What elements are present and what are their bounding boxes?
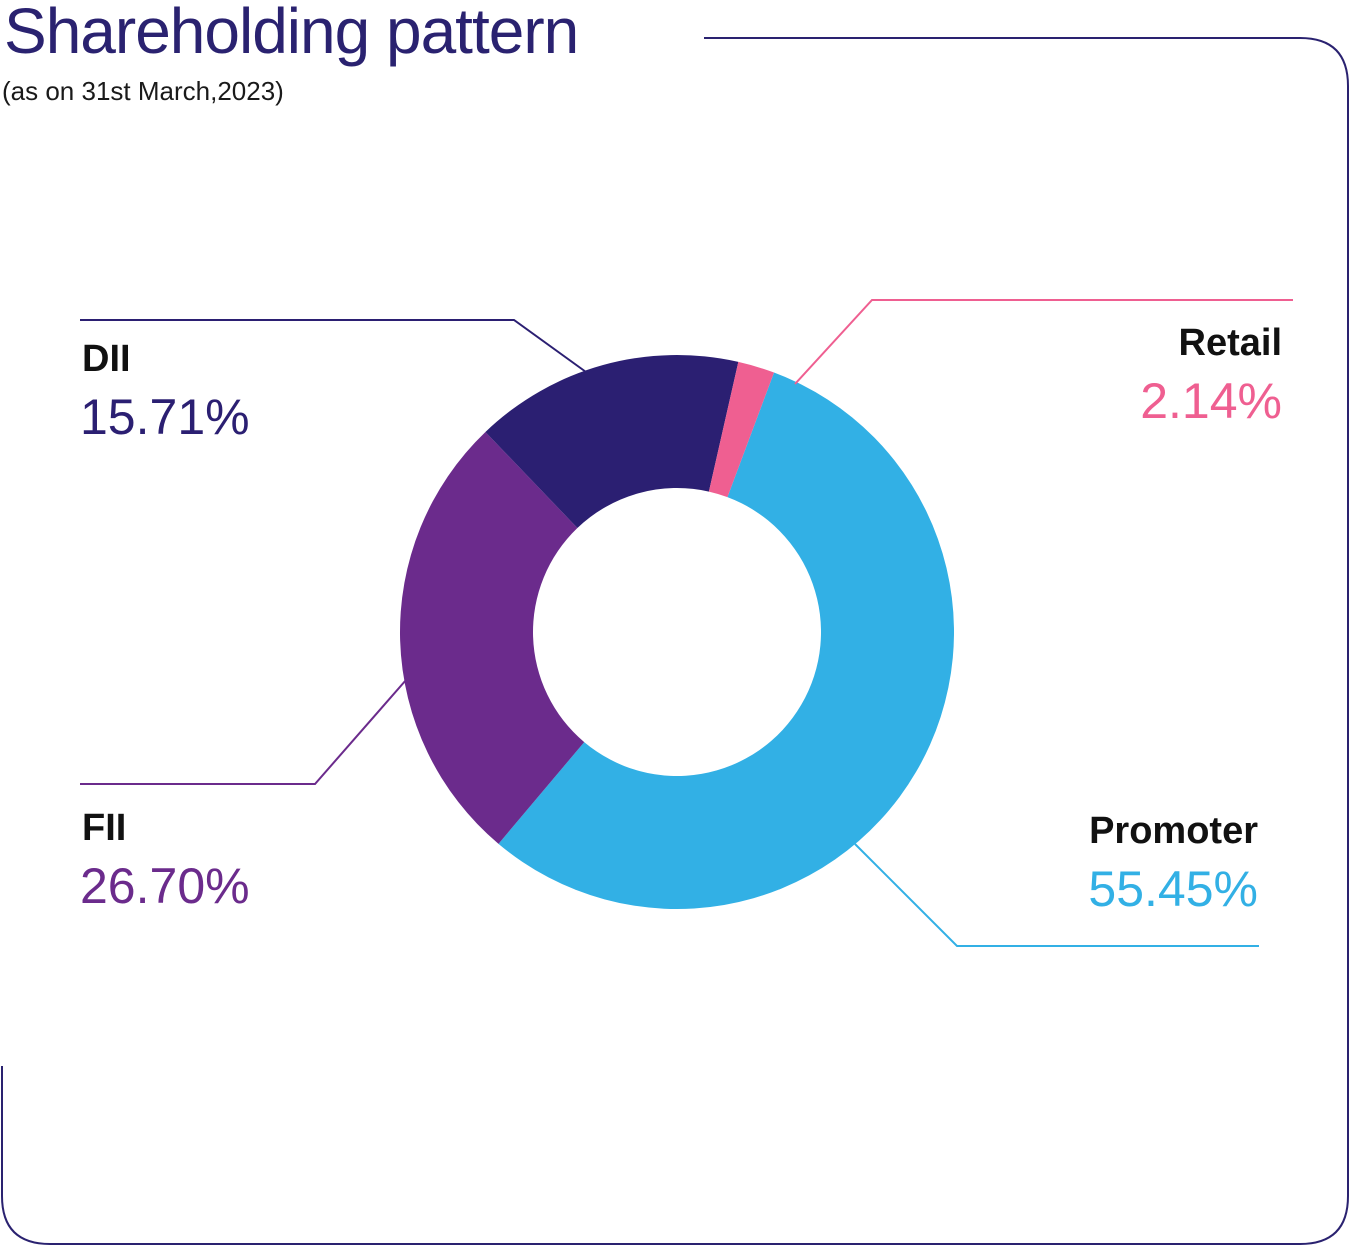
slice-promoter xyxy=(498,372,954,909)
slice-retail xyxy=(708,361,775,498)
leader-line-fii xyxy=(80,679,407,785)
slice-dii xyxy=(485,355,739,528)
fii-label: FII xyxy=(82,807,127,849)
retail-value: 2.14% xyxy=(1140,373,1282,429)
chart-title: Shareholding pattern xyxy=(4,0,579,67)
leader-line-promoter xyxy=(854,843,1259,947)
leader-lines xyxy=(80,299,1293,947)
fii-value: 26.70% xyxy=(80,858,250,914)
dii-label: DII xyxy=(82,338,131,380)
dii-value: 15.71% xyxy=(80,389,250,445)
promoter-value: 55.45% xyxy=(1088,861,1258,917)
donut-slices xyxy=(400,355,954,909)
chart-subtitle: (as on 31st March,2023) xyxy=(2,76,284,106)
chart-frame xyxy=(1,37,1349,1245)
leader-line-dii xyxy=(80,319,587,373)
promoter-label: Promoter xyxy=(1089,810,1258,852)
slice-fii xyxy=(400,431,585,844)
retail-label: Retail xyxy=(1178,322,1282,364)
leader-line-retail xyxy=(794,299,1293,385)
